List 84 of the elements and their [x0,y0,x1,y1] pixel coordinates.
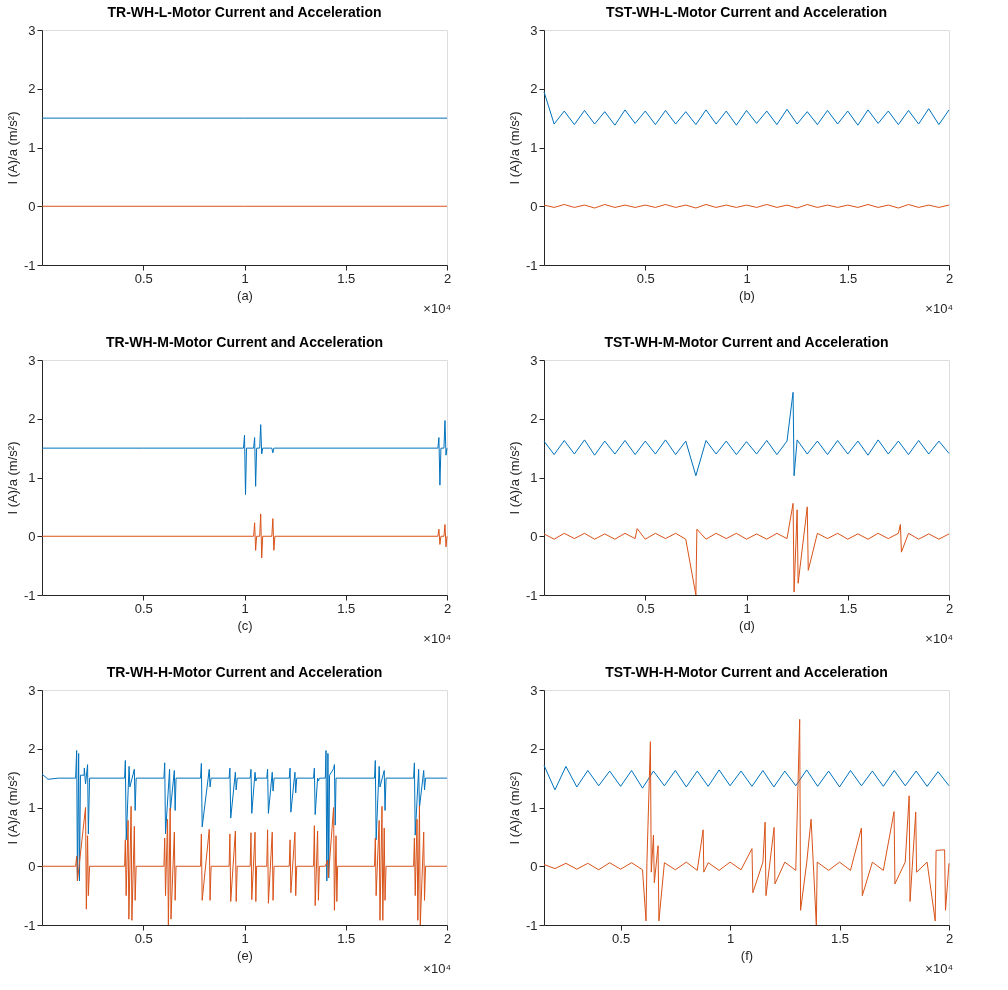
x-tick-label: 2 [945,270,954,286]
y-tick-label: -1 [525,257,538,273]
line-series [41,513,448,559]
x-tick-label: 2 [945,600,954,616]
x-tick-label: 1 [241,930,249,946]
text: ×10⁴ [423,631,451,646]
x-tick-label: 1 [743,600,751,616]
chart-title: TR-WH-H-Motor Current and Acceleration [106,664,383,680]
y-tick-label: -1 [525,587,538,603]
y-tick-label: 3 [28,352,36,368]
line-series [41,750,448,882]
x-tick-label: 1.5 [337,270,356,286]
x-tick-label: 2 [443,930,452,946]
y-tick-label: 0 [28,528,36,544]
y-tick-label: -1 [23,257,36,273]
y-tick-label: 0 [28,858,36,874]
y-tick-label: 3 [530,22,538,38]
line-series [543,764,950,791]
x-axis-title: (c) [237,617,253,633]
y-tick-label: 0 [530,858,538,874]
x-axis-title: (e) [237,947,253,963]
y-tick-label: 0 [28,198,36,214]
x-tick-label: 1.5 [831,930,850,946]
line-series [543,391,950,477]
chart-title: TR-WH-M-Motor Current and Acceleration [105,334,384,350]
y-tick-label: 1 [28,470,36,485]
x-tick-label: 2 [443,600,452,616]
y-tick-label: -1 [23,587,36,603]
y-tick-label: 2 [530,81,538,97]
y-tick-label: -1 [23,917,36,933]
y-tick-label: 2 [530,741,538,757]
x-tick-label: 1 [726,930,735,946]
x-tick-label: 1 [241,600,249,616]
y-axis-title: I (A)/a (m/s²) [506,441,522,515]
y-tick-label: 3 [530,682,538,698]
x-tick-label: 0.5 [636,270,655,286]
text: ×10⁴ [423,961,451,976]
chart-title: TST-WH-H-Motor Current and Acceleration [605,664,888,680]
y-axis-title: I (A)/a (m/s²) [4,441,20,515]
y-tick-label: 3 [28,682,36,698]
y-tick-label: 2 [28,81,36,97]
y-tick-label: 0 [530,528,538,544]
text: ×10⁴ [925,961,953,976]
y-tick-label: 2 [28,741,36,757]
line-series [41,420,448,496]
y-tick-label: 1 [28,140,36,155]
y-axis-title: I (A)/a (m/s²) [506,771,522,845]
x-tick-label: 0.5 [612,930,631,946]
chart-title: TST-WH-L-Motor Current and Acceleration [605,4,888,20]
x-tick-label: 1.5 [839,600,858,616]
chart-title: TST-WH-M-Motor Current and Acceleration [604,334,889,350]
x-tick-label: 0.5 [636,600,655,616]
x-tick-label: 2 [443,270,452,286]
y-tick-label: 1 [530,800,538,815]
text: ×10⁴ [423,301,451,316]
y-axis-title: I (A)/a (m/s²) [506,111,522,185]
x-axis-title: (b) [739,287,755,303]
x-tick-label: 0.5 [134,930,153,946]
x-tick-label: 1.5 [337,600,356,616]
x-tick-label: 1 [241,270,249,286]
x-axis-title: (f) [740,947,754,963]
y-tick-label: 2 [530,411,538,427]
x-tick-label: 1.5 [337,930,356,946]
y-tick-label: 3 [28,22,36,38]
chart-title: TR-WH-L-Motor Current and Acceleration [107,4,382,20]
x-tick-label: 0.5 [134,600,153,616]
y-axis-title: I (A)/a (m/s²) [4,111,20,185]
text: ×10⁴ [925,631,953,646]
y-tick-label: -1 [525,917,538,933]
x-tick-label: 2 [945,930,954,946]
y-tick-label: 3 [530,352,538,368]
x-tick-label: 0.5 [134,270,153,286]
x-tick-label: 1.5 [839,270,858,286]
x-tick-label: 1 [743,270,751,286]
text: ×10⁴ [925,301,953,316]
y-tick-label: 1 [28,800,36,815]
y-tick-label: 1 [530,470,538,485]
y-tick-label: 2 [28,411,36,427]
line-series [543,91,950,126]
y-axis-title: I (A)/a (m/s²) [4,771,20,845]
x-axis-title: (a) [237,287,253,303]
x-axis-title: (d) [739,617,755,633]
y-tick-label: 1 [530,140,538,155]
y-tick-label: 0 [530,198,538,214]
